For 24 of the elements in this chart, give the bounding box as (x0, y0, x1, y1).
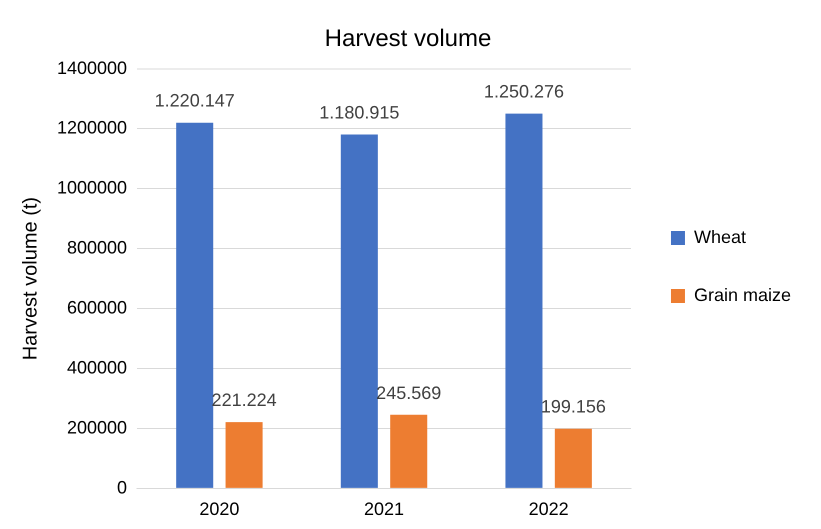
data-label: 1.250.276 (484, 82, 564, 102)
y-tick-label: 600000 (66, 298, 128, 318)
data-label: 1.220.147 (154, 90, 235, 111)
bar (390, 414, 428, 488)
y-tick-label: 1000000 (56, 178, 128, 198)
x-tick-label: 2021 (364, 499, 404, 520)
y-tick-label: 400000 (66, 357, 128, 378)
y-axis-title: Harvest volume (t) (20, 196, 42, 360)
bar (176, 122, 214, 488)
y-tick-label: 0 (117, 477, 128, 498)
bar (340, 134, 378, 488)
data-label: 1.180.915 (319, 102, 400, 122)
x-tick-label: 2020 (199, 499, 240, 520)
legend-label: Wheat (694, 226, 746, 247)
y-tick-label: 1400000 (56, 58, 128, 78)
bar (226, 422, 263, 488)
chart-title: Harvest volume (324, 25, 492, 52)
bar (505, 114, 542, 488)
y-tick-label: 1200000 (56, 118, 128, 138)
x-tick-label: 2022 (528, 499, 569, 520)
y-tick-label: 800000 (66, 238, 128, 258)
legend-label: Grain maize (694, 284, 791, 305)
bar (554, 428, 592, 488)
y-tick-label: 200000 (66, 417, 128, 438)
